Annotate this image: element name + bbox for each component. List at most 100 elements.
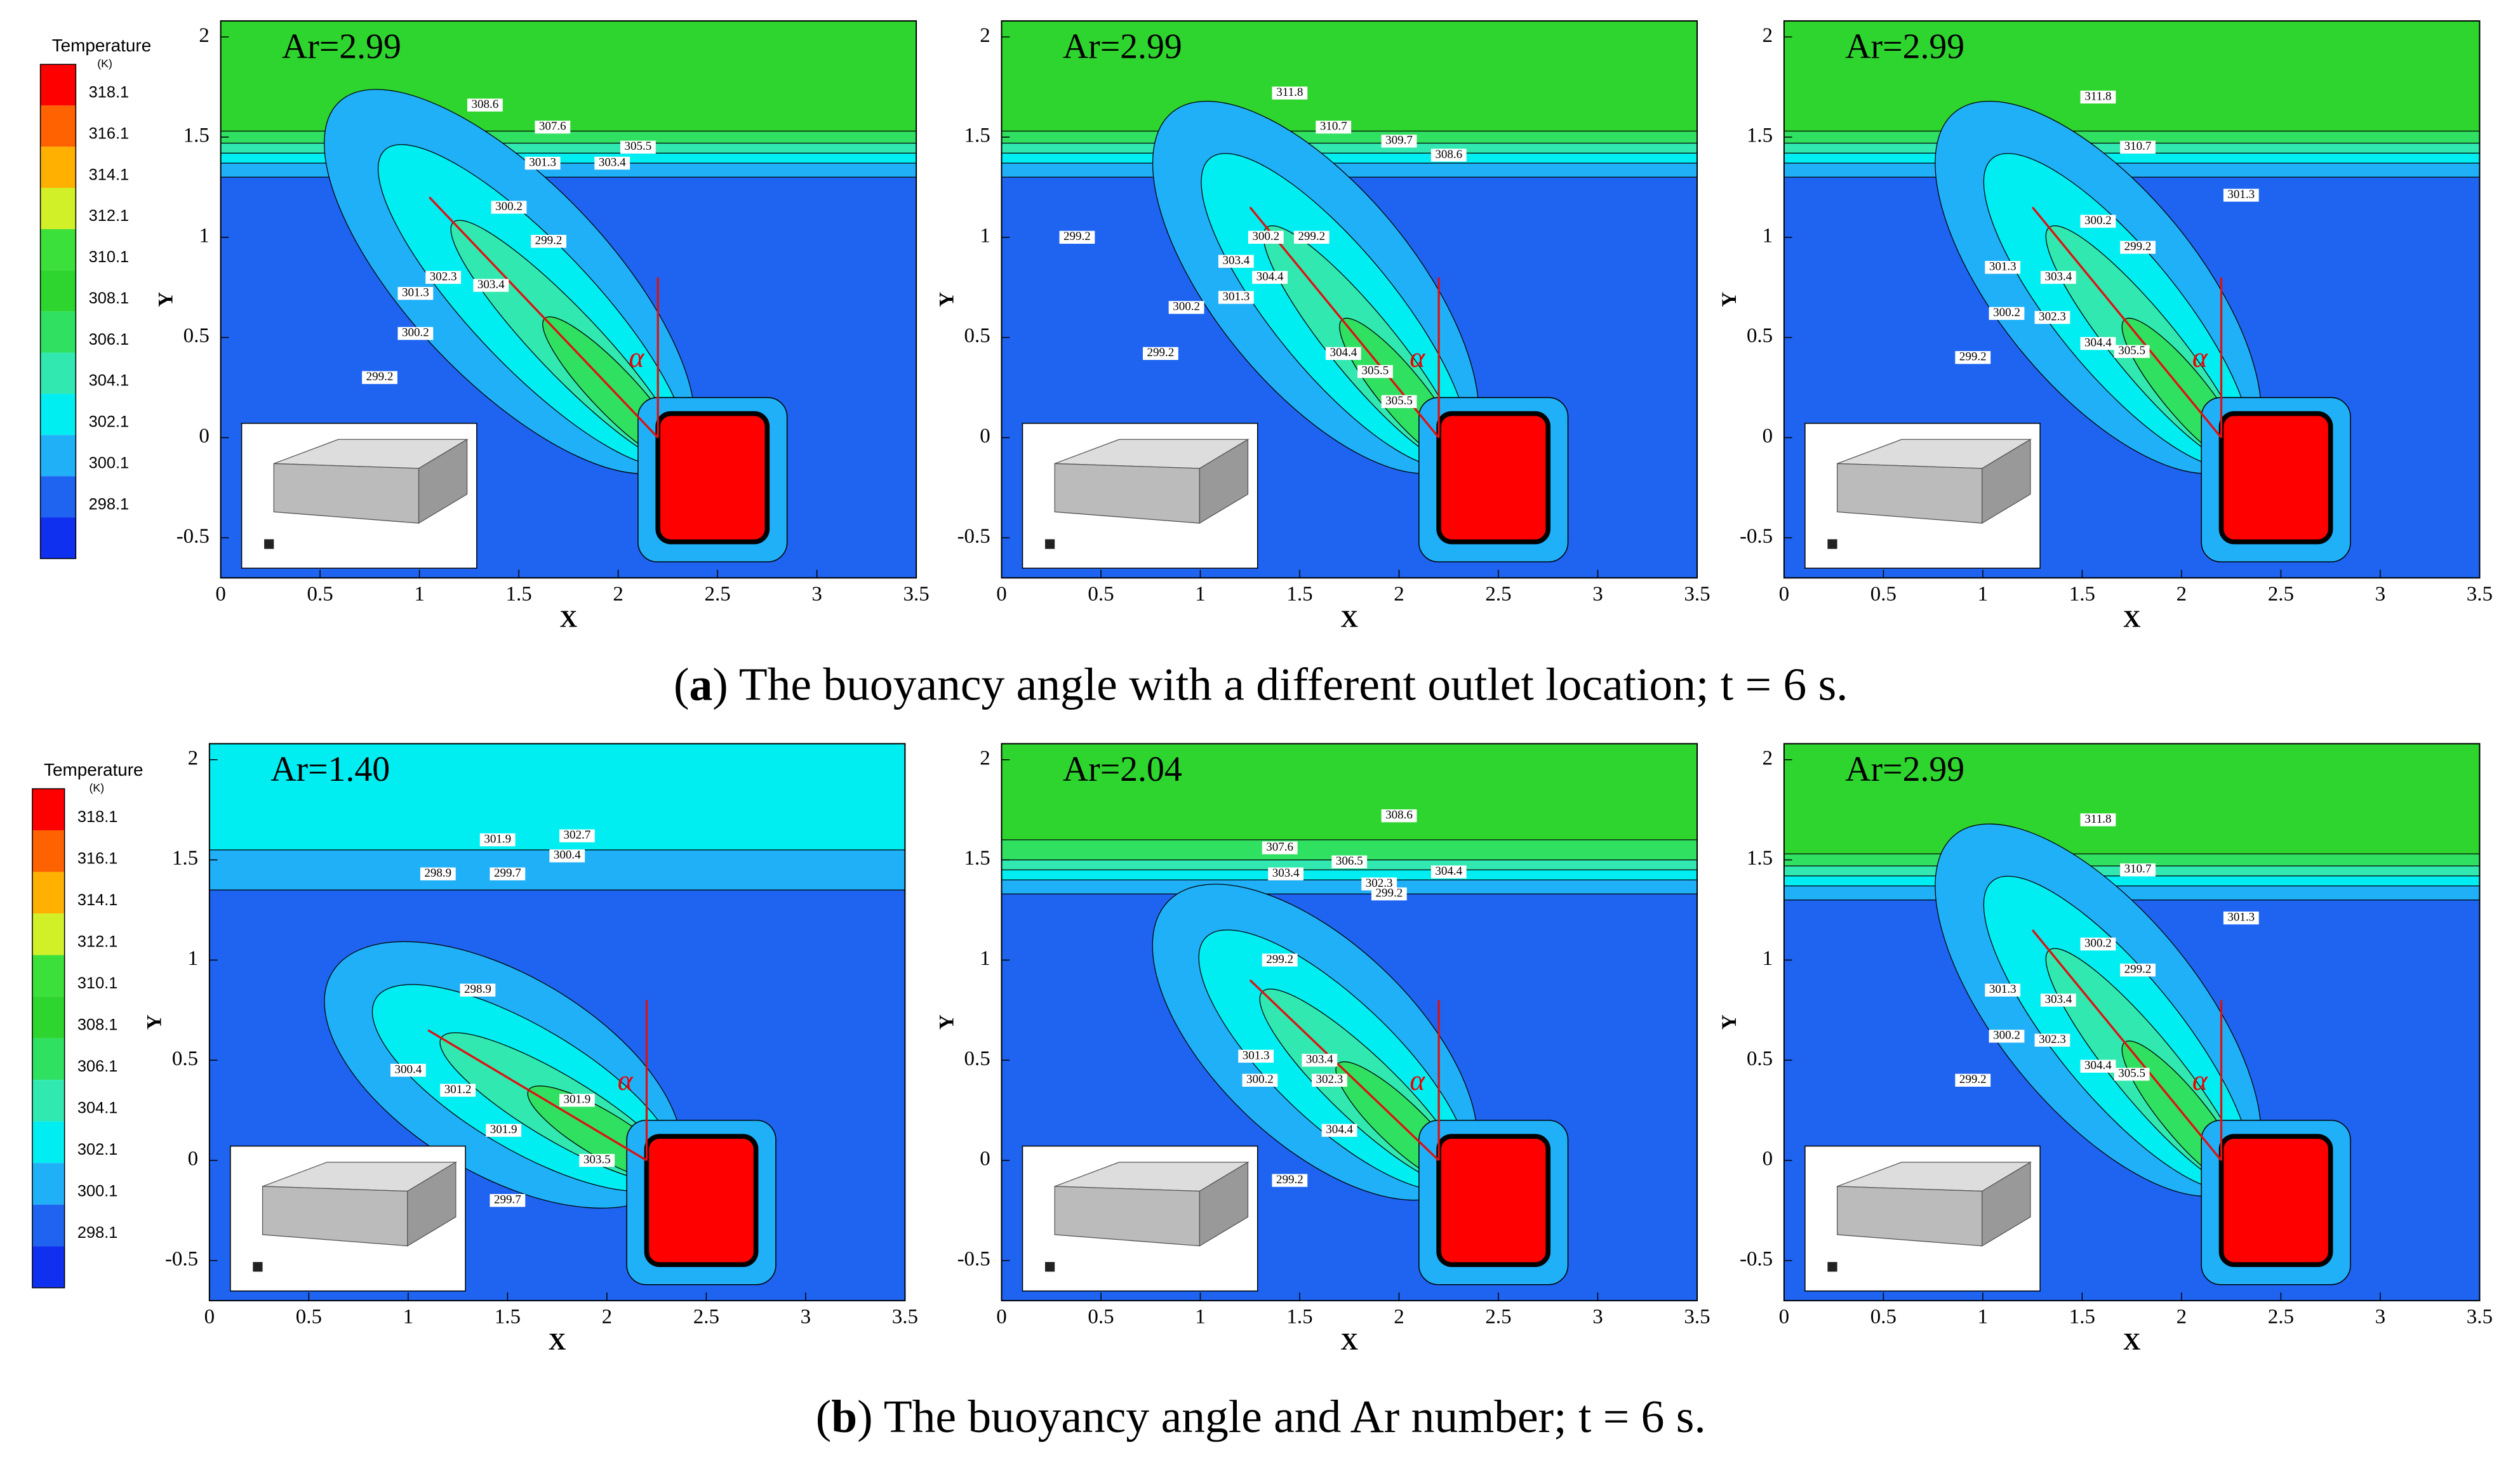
contour-label-bg xyxy=(1262,953,1298,967)
buoyancy-direction xyxy=(1249,979,1440,1162)
plot-area: α 302.7 301.9 300.4 299.7 298.9 298.9 300.4 301.… xyxy=(209,743,905,1301)
colorbar-swatch xyxy=(32,1121,65,1164)
angle-symbol: α xyxy=(1410,341,1425,373)
colorbar-swatch xyxy=(40,270,76,312)
panel-title: Ar=2.04 xyxy=(1063,750,1182,789)
y-tick-label: -0.5 xyxy=(165,1247,198,1270)
contour-label: 308.6 xyxy=(472,98,499,111)
contour-label-bg xyxy=(579,1153,615,1167)
plot-area: α 308.6 307.6 305.5 303.4 301.3 300.2 299.2 302.… xyxy=(220,20,917,578)
contour-label-bg xyxy=(2080,215,2116,228)
contour-label-bg xyxy=(1268,867,1303,880)
contour-label-bg xyxy=(1168,301,1204,314)
contour-label: 302.3 xyxy=(2039,1033,2066,1046)
caption-part: ( xyxy=(674,658,689,710)
y-tick-label: 1 xyxy=(980,224,990,247)
contour-label: 304.4 xyxy=(1435,865,1462,878)
colorbar-unit: (K) xyxy=(90,781,105,794)
y-tick-label: -0.5 xyxy=(1740,1247,1773,1270)
contour-label: 301.9 xyxy=(490,1123,517,1136)
y-tick-label: 0.5 xyxy=(964,1047,990,1070)
x-tick-label: 1 xyxy=(414,583,424,606)
colorbar-label: 306.1 xyxy=(89,331,129,348)
contour-label: 300.2 xyxy=(1246,1073,1274,1086)
contour-label-bg xyxy=(535,121,571,134)
x-tick-label: 2 xyxy=(1394,1305,1404,1328)
colorbar-label: 302.1 xyxy=(89,413,129,431)
contour-label: 303.4 xyxy=(2044,993,2072,1006)
contour-label-bg xyxy=(549,849,585,863)
x-tick-label: 0.5 xyxy=(1088,583,1114,606)
colorbar-swatch xyxy=(40,352,76,394)
x-tick-label: 1 xyxy=(1978,583,1988,606)
colorbar-swatch xyxy=(40,188,76,229)
y-axis-label: Y xyxy=(935,1014,958,1030)
heat-source xyxy=(1436,411,1551,545)
contour-label: 300.2 xyxy=(1993,306,2020,319)
contour-label-bg xyxy=(1218,291,1254,304)
colorbar-label: 310.1 xyxy=(77,974,117,992)
contour-label: 305.5 xyxy=(2118,1067,2145,1080)
angle-symbol: α xyxy=(629,341,645,373)
contour-label-bg xyxy=(1989,307,2025,320)
plot-frame xyxy=(208,743,906,1301)
colorbar-swatch xyxy=(32,997,65,1039)
colorbar-label: 298.1 xyxy=(77,1224,117,1242)
contour-label-bg xyxy=(2080,1059,2116,1073)
contour-label-bg xyxy=(486,1124,521,1137)
contour-label-bg xyxy=(479,833,516,847)
contour-label: 301.3 xyxy=(2227,910,2255,924)
contour-label: 300.2 xyxy=(402,326,429,340)
x-tick-label: 3.5 xyxy=(1684,583,1710,606)
inset-axes-icon xyxy=(1827,1262,1837,1272)
contour-label-bg xyxy=(1059,230,1095,244)
y-tick-label: 0 xyxy=(1763,425,1773,448)
contour-label-bg xyxy=(390,1063,426,1077)
x-tick-label: 0.5 xyxy=(1870,1305,1897,1328)
contour-label-bg xyxy=(2034,1033,2070,1047)
x-tick-label: 0.5 xyxy=(307,583,333,606)
x-tick-label: 3 xyxy=(2375,1305,2385,1328)
angle-symbol: α xyxy=(2192,1064,2208,1096)
y-axis-label: Y xyxy=(155,292,178,307)
contour-label-bg xyxy=(362,371,397,384)
contour-label-bg xyxy=(2080,938,2116,951)
contour-label-bg xyxy=(1302,1054,1338,1067)
inset-box xyxy=(407,1161,457,1247)
contour-label: 300.2 xyxy=(1252,230,1279,243)
x-axis-label: X xyxy=(2123,606,2141,633)
heat-source xyxy=(1436,1134,1551,1267)
contour-label: 304.4 xyxy=(1326,1123,1353,1136)
y-tick-label: 1.5 xyxy=(964,124,990,147)
contour-label-bg xyxy=(1357,365,1393,378)
contour-label-bg xyxy=(1238,1049,1274,1063)
contour-label: 305.5 xyxy=(1362,364,1389,378)
contour-label: 303.4 xyxy=(1222,254,1250,267)
colorbar-label: 304.1 xyxy=(77,1099,117,1117)
contour-label: 300.2 xyxy=(2084,937,2112,950)
contour-label: 307.6 xyxy=(539,120,566,133)
contour-label-bg xyxy=(1248,230,1284,244)
panel-title: Ar=2.99 xyxy=(1845,27,1964,66)
buoyancy-direction xyxy=(2031,206,2222,439)
panel-title: Ar=2.99 xyxy=(1063,27,1182,66)
heat-source xyxy=(644,1134,759,1267)
inset-box xyxy=(1982,1161,2031,1247)
contour-label: 299.2 xyxy=(2124,240,2152,253)
contour-label: 299.7 xyxy=(494,866,521,880)
contour-label-bg xyxy=(1331,855,1368,868)
colorbar-label: 314.1 xyxy=(77,891,117,909)
plot-frame xyxy=(220,20,917,579)
colorbar-swatch xyxy=(32,1204,65,1247)
contour-label-bg xyxy=(2080,336,2116,350)
contour-label-bg xyxy=(490,1194,526,1207)
x-tick-label: 2.5 xyxy=(2268,1305,2294,1328)
x-tick-label: 2.5 xyxy=(2268,583,2294,606)
angle-symbol: α xyxy=(618,1064,634,1096)
x-tick-label: 1.5 xyxy=(1286,583,1312,606)
y-tick-label: 1.5 xyxy=(183,124,210,147)
y-tick-label: -0.5 xyxy=(957,525,990,548)
y-tick-label: 1 xyxy=(199,224,209,247)
colorbar-frame xyxy=(39,63,77,559)
contour-label: 299.2 xyxy=(1276,1173,1303,1186)
